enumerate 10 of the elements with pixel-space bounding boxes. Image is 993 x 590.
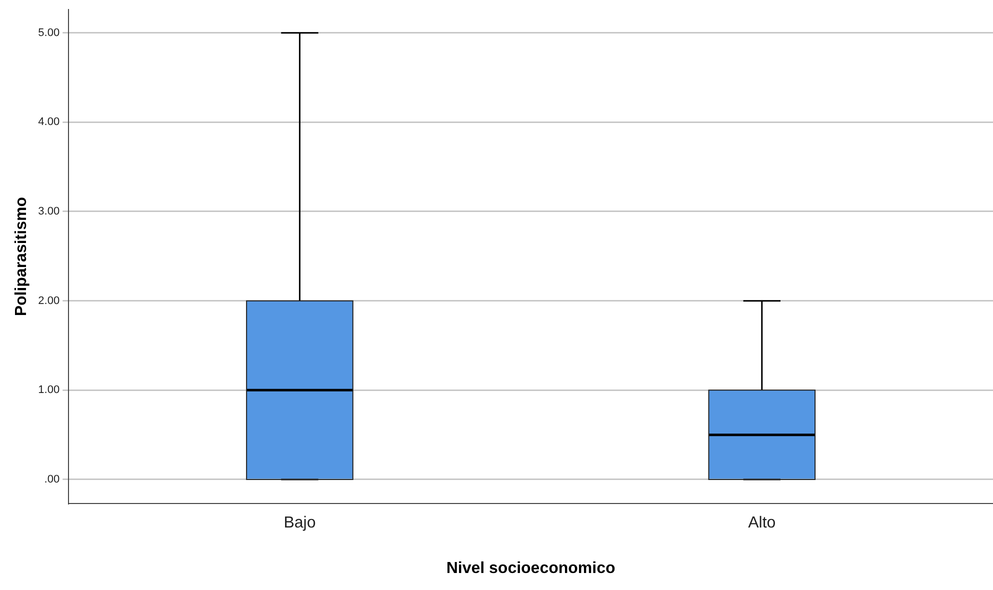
y-tick-label: 2.00 [38,294,60,307]
y-tick-label: 4.00 [38,116,60,128]
y-tick-label: 3.00 [38,206,60,218]
y-tick-label: 1.00 [38,384,60,396]
x-axis-title: Nivel socioeconomico [446,560,616,577]
y-tick-label: 5.00 [38,26,60,39]
y-axis-title: Poliparasitismo [13,196,30,316]
y-tick-label: .00 [44,474,60,486]
x-tick-label: Bajo [284,514,316,532]
x-tick-label: Alto [748,514,776,532]
